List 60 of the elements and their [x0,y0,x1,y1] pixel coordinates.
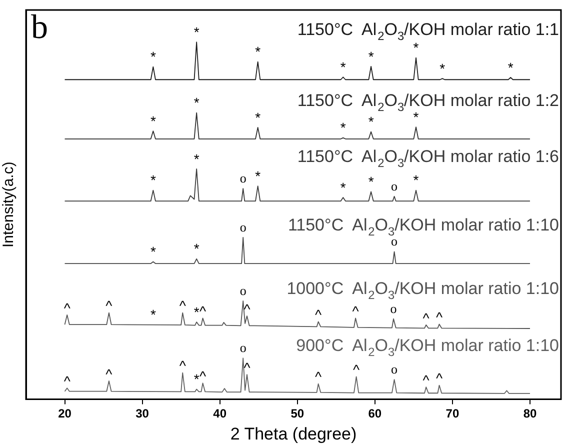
annotation: o [240,170,246,186]
y-axis-title: Intensity(a.c) [0,162,18,248]
annotation: o [390,300,397,316]
x-tick-label: 80 [523,406,537,421]
annotation: ^ [352,303,360,320]
annotation: ^ [436,370,443,386]
annotation: * [440,60,446,76]
annotation: * [255,168,262,184]
annotation: ^ [244,359,251,376]
annotation: ^ [436,309,443,326]
annotation: * [340,58,346,75]
annotation: * [340,179,346,196]
annotation: b [31,8,48,46]
annotation: * [413,108,420,125]
annotation: * [194,150,200,167]
annotation: * [150,306,156,322]
annotation: * [508,59,514,76]
annotation: o [240,282,246,298]
annotation: * [150,48,156,65]
annotation: ^ [64,372,71,389]
x-axis-title: 2 Theta (degree) [230,424,357,444]
annotation: * [255,44,262,60]
x-tick-label: 30 [136,406,150,421]
annotation: * [194,371,200,388]
annotation: * [194,94,200,111]
annotation: * [368,114,374,130]
annotation: ^ [179,358,186,374]
annotation: * [194,24,200,40]
annotation: * [340,120,346,136]
annotation: ^ [244,300,251,317]
annotation: * [194,240,200,257]
annotation: * [368,48,374,64]
annotation: ^ [199,368,206,384]
annotation: o [240,219,246,234]
x-tick-label: 40 [213,406,227,421]
annotation: o [240,340,246,356]
annotation: ^ [106,366,113,382]
annotation: ^ [179,298,186,314]
annotation: * [150,244,156,260]
x-tick-label: 20 [58,406,72,421]
annotation: * [150,112,156,129]
annotation: ^ [315,306,322,323]
annotation: ^ [106,298,113,314]
annotation: o [391,178,398,194]
annotation: ^ [199,303,206,320]
annotation: * [194,304,200,320]
annotation: ^ [353,362,360,378]
annotation: ^ [422,310,430,326]
annotation: * [413,172,420,188]
x-tick-label: 50 [290,406,304,421]
annotation: * [150,172,156,188]
annotation: ^ [315,368,322,385]
x-tick-label: 60 [368,406,382,421]
annotation: * [413,40,420,56]
annotation: ^ [64,300,71,316]
annotation: * [255,109,262,126]
annotation: * [368,174,374,190]
annotation: ^ [422,372,430,388]
x-tick-label: 70 [446,406,460,421]
annotation: o [391,361,398,376]
